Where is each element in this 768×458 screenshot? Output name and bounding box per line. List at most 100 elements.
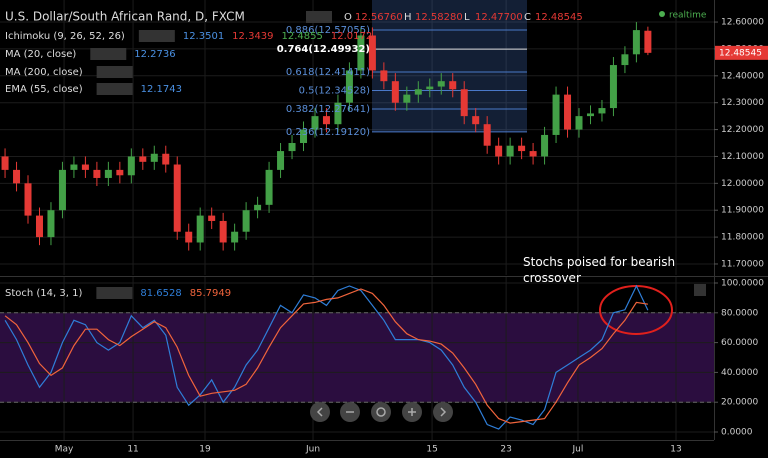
candle-body — [231, 231, 239, 243]
indicator-value: 12.1743 — [141, 84, 182, 95]
candle-body — [196, 215, 204, 243]
candle-body — [81, 164, 89, 170]
candle-body — [1, 156, 9, 170]
candle-body — [518, 145, 526, 152]
ohlc-value: 12.47700 — [475, 12, 523, 23]
indicator-value: 12.2736 — [134, 49, 175, 60]
indicator-buttons — [96, 287, 133, 299]
indicator-name: Ichimoku (9, 26, 52, 26) — [5, 31, 125, 42]
candle-body — [322, 116, 330, 125]
candle-body — [242, 210, 250, 232]
y-tick-label: 12.30000 — [721, 98, 764, 108]
x-tick-label: 11 — [127, 445, 138, 455]
fib-label: 0.764(12.49932) — [277, 44, 370, 55]
indicator-name: MA (20, close) — [5, 49, 76, 60]
ohlc-key: C — [524, 12, 531, 23]
candle-body — [277, 151, 285, 170]
candle-body — [506, 145, 514, 157]
y-tick-label: 80.0000 — [721, 308, 758, 318]
fib-label: 0.618(12.41411) — [286, 67, 370, 78]
candle-body — [13, 169, 21, 184]
reset-icon — [376, 407, 386, 417]
indicator-buttons — [138, 30, 175, 42]
stoch-line — [4, 284, 649, 430]
x-tick-label: 13 — [670, 445, 681, 455]
candle-body — [35, 215, 43, 238]
scroll-right[interactable] — [433, 402, 453, 422]
ohlc-value: 12.56760 — [355, 12, 403, 23]
candle-body — [426, 86, 434, 90]
indicator-value: 12.0172 — [331, 31, 372, 42]
candle-body — [357, 35, 365, 71]
candle-body — [541, 134, 549, 157]
pane-button[interactable] — [694, 284, 706, 296]
x-tick-label: May — [55, 445, 74, 455]
candle-body — [162, 153, 170, 165]
candle-body — [449, 81, 457, 90]
ohlc-value: 12.58280 — [415, 12, 463, 23]
candle-body — [598, 108, 606, 114]
candle-body — [621, 54, 629, 66]
candle-body — [300, 129, 308, 144]
chart-title: U.S. Dollar/South African Rand, D, FXCM — [5, 10, 245, 24]
y-tick-label: 20.0000 — [721, 398, 758, 408]
candle-body — [586, 113, 594, 117]
fib-zone — [372, 0, 527, 132]
candle-body — [208, 215, 216, 221]
y-tick-label: 12.20000 — [721, 125, 764, 135]
zoom-toolbar[interactable] — [310, 402, 453, 422]
stoch-value: 81.6528 — [140, 288, 181, 299]
candle-body — [575, 116, 583, 130]
indicator-name: MA (200, close) — [5, 67, 83, 78]
ohlc-key: O — [344, 12, 352, 23]
candle-body — [47, 210, 55, 238]
candle-body — [460, 89, 468, 117]
fib-label: 0.886(12.57055) — [286, 25, 370, 36]
annotation: Stochs poised for bearish crossover — [523, 255, 676, 285]
reset[interactable] — [371, 402, 391, 422]
last-price-label: 12.48545 — [719, 48, 762, 58]
candle-body — [24, 183, 32, 216]
y-tick-label: 12.00000 — [721, 179, 764, 189]
candle-body — [58, 169, 66, 211]
stoch-line — [4, 288, 648, 424]
candle-body — [150, 153, 158, 162]
indicator-name: Stoch (14, 3, 1) — [5, 288, 82, 299]
candle-body — [334, 102, 342, 125]
candle-body — [265, 169, 273, 205]
candle-body — [472, 116, 480, 125]
candle-body — [414, 89, 422, 95]
candle-body — [219, 220, 227, 243]
candle-body — [403, 94, 411, 103]
indicator-name: EMA (55, close) — [5, 84, 83, 95]
y-tick-label: 100.0000 — [721, 279, 764, 289]
last-price-tag — [715, 45, 768, 60]
candle-body — [127, 156, 135, 176]
candle-body — [93, 169, 101, 178]
candle-body — [104, 169, 112, 178]
y-tick-label: 0.0000 — [721, 427, 753, 437]
candle-body — [437, 81, 445, 87]
candle-body — [311, 116, 319, 130]
indicator-buttons — [96, 66, 133, 78]
candle-body — [185, 231, 193, 243]
candle-body — [70, 164, 78, 170]
indicator-buttons — [90, 48, 127, 60]
candle-body — [288, 143, 296, 152]
candle-body — [368, 35, 376, 71]
y-tick-label: 12.60000 — [721, 18, 764, 28]
candle-body — [380, 70, 388, 82]
scroll-left[interactable] — [310, 402, 330, 422]
title-buttons — [306, 11, 332, 23]
x-tick-label: 23 — [500, 445, 511, 455]
y-tick-label: 11.70000 — [721, 259, 764, 269]
toolbar-icons — [316, 407, 447, 417]
ohlc-key: H — [404, 12, 412, 23]
candle-body — [116, 169, 124, 176]
stoch-band — [0, 312, 714, 403]
candle-body — [564, 94, 572, 130]
candle-body — [139, 156, 147, 162]
candle-body — [345, 70, 353, 103]
